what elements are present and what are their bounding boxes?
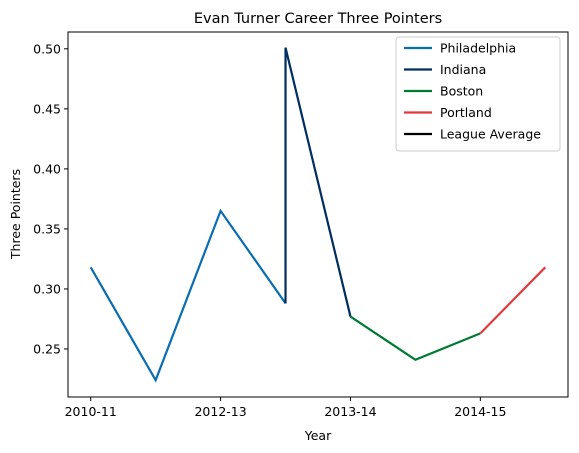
series-lines — [89, 47, 547, 383]
series-line-portland — [479, 266, 547, 335]
y-tick-label: 0.35 — [33, 221, 61, 236]
y-tick-label: 0.50 — [33, 41, 61, 56]
legend-label: League Average — [440, 127, 541, 142]
legend-label: Indiana — [440, 62, 486, 77]
x-tick-label: 2012-13 — [194, 404, 246, 419]
y-axis-ticks: 0.25 0.30 0.35 0.40 0.45 0.50 — [33, 41, 68, 356]
chart-title: Evan Turner Career Three Pointers — [194, 11, 442, 27]
y-axis-label: Three Pointers — [8, 169, 23, 260]
legend-items: Philadelphia Indiana Boston Portland League … — [404, 41, 541, 142]
legend-label: Portland — [440, 105, 492, 120]
y-tick-label: 0.25 — [33, 341, 61, 356]
y-tick-label: 0.30 — [33, 281, 61, 296]
x-tick-label: 2014-15 — [454, 404, 506, 419]
legend-box — [395, 36, 561, 152]
y-tick-label: 0.40 — [33, 161, 61, 176]
plot-frame — [67, 31, 569, 398]
legend-label: Philadelphia — [440, 41, 516, 56]
series-line-philadelphia — [89, 208, 287, 383]
series-line-indiana — [284, 47, 352, 317]
series-line-boston — [349, 315, 481, 362]
x-tick-label: 2013-14 — [324, 404, 376, 419]
x-axis-label: Year — [304, 428, 332, 443]
x-tick-label: 2010-11 — [65, 404, 117, 419]
legend: Philadelphia Indiana Boston Portland League … — [395, 36, 561, 152]
y-tick-label: 0.45 — [33, 101, 61, 116]
legend-label: Boston — [440, 84, 483, 99]
